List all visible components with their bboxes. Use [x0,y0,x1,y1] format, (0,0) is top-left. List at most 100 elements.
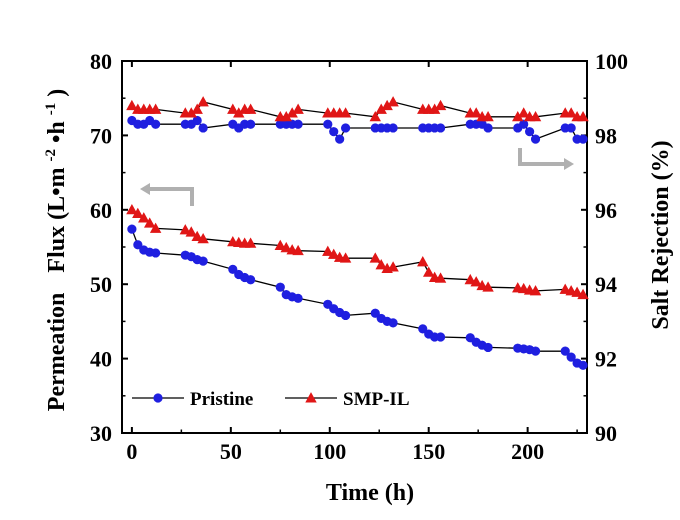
point-pristine_flux-25 [418,324,428,334]
point-smp_flux-18 [328,248,340,259]
point-smp_flux-16 [292,244,304,256]
series-layer [126,96,589,370]
point-smp_rejection-0 [126,99,138,111]
point-pristine_flux-9 [228,264,238,274]
point-pristine_rejection-38 [566,123,576,133]
point-smp_flux-14 [280,241,292,253]
point-pristine_rejection-34 [519,119,529,129]
point-smp_flux-25 [417,256,429,267]
point-pristine_flux-13 [275,282,285,292]
point-pristine_flux-38 [566,352,576,362]
legend-label-smp_flux: SMP-IL [343,389,410,410]
x-tick-label-200: 200 [511,439,544,464]
point-smp_flux-4 [149,222,162,233]
point-pristine_rejection-19 [335,134,345,144]
point-smp_rejection-12 [244,103,257,114]
point-smp_rejection-8 [197,96,209,107]
left-axis-arrow-line [148,187,194,206]
y-right-tick-label-98: 98 [595,123,617,148]
y-left-tick-label-50: 50 [90,272,112,297]
y-right-tick-label-100: 100 [595,49,628,74]
point-pristine_flux-1 [133,240,143,250]
point-pristine_flux-32 [483,342,493,353]
point-smp_flux-32 [482,281,494,292]
legend-marker-pristine_flux [153,393,163,403]
legend-item-smp_flux: SMP-IL [285,389,410,410]
point-smp_flux-24 [387,261,399,272]
point-pristine_rejection-28 [435,123,446,133]
legend: Pristine SMP-IL [132,389,410,410]
point-smp_flux-13 [274,239,287,250]
point-smp_flux-21 [369,252,381,263]
point-pristine_flux-8 [198,256,208,266]
left-axis-arrowhead [140,183,150,195]
legend-item-pristine_flux: Pristine [132,389,253,410]
series-smp_rejection [126,96,589,122]
y-left-title-part-2: Flux (L•m [44,168,70,273]
point-smp_flux-17 [322,245,334,256]
point-pristine_rejection-40 [578,134,588,144]
y-right-tick-label-94: 94 [595,272,617,297]
y-left-tick-label-40: 40 [90,347,112,372]
axis-titles: Time (h) Permeation Flux (L•m -2 •h -1 )… [43,89,674,506]
point-smp_flux-39 [571,286,583,297]
point-smp_rejection-21 [369,110,381,122]
point-pristine_flux-28 [435,332,446,342]
point-pristine_rejection-16 [293,119,303,129]
axis-layer: 0 50 100 150 200 30 40 50 60 70 80 90 92 94 96 98 100 [90,49,628,464]
point-pristine_rejection-20 [340,123,351,133]
x-tick-label-100: 100 [313,439,346,464]
point-pristine_rejection-35 [525,127,535,137]
right-axis-arrow-line [518,148,565,166]
point-smp_flux-0 [126,203,138,215]
point-pristine_rejection-36 [530,134,541,144]
point-smp_rejection-20 [339,107,352,118]
point-smp_flux-36 [529,285,542,296]
point-smp_flux-5 [179,224,192,235]
point-smp_flux-8 [197,232,209,244]
axis-indicator-arrows [140,148,574,206]
point-smp_rejection-9 [227,103,239,114]
point-pristine_rejection-4 [151,119,161,129]
x-axis-title: Time (h) [326,480,414,506]
y-left-tick-label-60: 60 [90,198,112,223]
point-pristine_flux-4 [151,248,161,258]
point-pristine_rejection-7 [192,115,202,126]
point-smp_flux-6 [185,226,197,237]
point-pristine_rejection-8 [198,123,208,133]
point-smp_rejection-16 [292,103,304,114]
legend-label-pristine_flux: Pristine [190,389,253,410]
point-smp_rejection-40 [577,110,589,122]
point-smp_flux-29 [464,273,476,285]
point-pristine_flux-0 [127,224,137,234]
point-pristine_flux-40 [578,360,588,370]
y-left-tick-label-70: 70 [90,123,112,148]
point-pristine_flux-21 [370,308,380,318]
y-left-title-part-3: •h [44,121,70,143]
y-left-tick-label-80: 80 [90,49,112,74]
x-tick-label-150: 150 [412,439,445,464]
right-axis-arrowhead [564,158,574,170]
point-pristine_rejection-18 [329,127,339,137]
point-smp_flux-7 [191,230,203,242]
point-smp_flux-28 [434,272,447,283]
point-smp_rejection-30 [470,107,482,118]
point-smp_flux-30 [470,276,482,287]
point-pristine_rejection-12 [246,119,256,129]
point-pristine_rejection-24 [388,123,398,133]
point-pristine_flux-12 [246,275,256,285]
point-smp_rejection-38 [565,107,577,118]
point-pristine_flux-37 [560,346,570,356]
legend-marker-smp_flux [305,392,317,403]
point-smp_rejection-28 [434,99,447,111]
y-right-tick-label-96: 96 [595,198,617,223]
point-smp_flux-22 [375,259,387,270]
point-smp_flux-12 [244,237,257,248]
point-smp_rejection-24 [387,96,399,107]
point-smp_rejection-4 [149,103,162,114]
y-left-tick-label-30: 30 [90,421,112,446]
series-pristine_rejection [127,115,588,144]
point-smp_rejection-34 [517,107,530,118]
point-smp_rejection-36 [529,110,542,122]
